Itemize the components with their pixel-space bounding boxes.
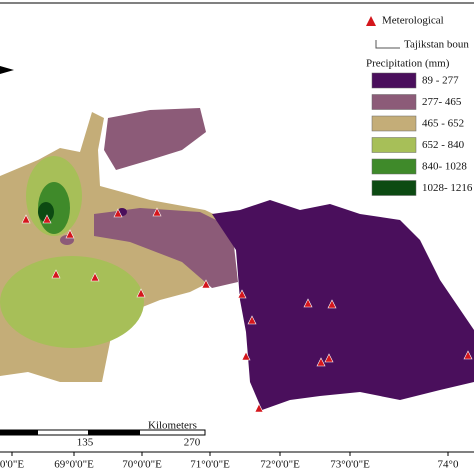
legend-class-label: 277- 465	[422, 96, 462, 108]
legend-swatch	[371, 137, 417, 153]
legend-boundary-label: Tajikstan boun	[404, 39, 469, 51]
legend-station-label: Meterological	[382, 15, 444, 27]
stations	[21, 207, 473, 413]
longitude-label: 69°0'0"E	[54, 459, 94, 471]
legend-swatch	[371, 72, 417, 89]
legend-class-label: 1028- 1216	[422, 182, 473, 194]
station-marker	[51, 269, 61, 279]
station-marker	[463, 350, 473, 360]
station-marker	[21, 214, 31, 224]
legend: Meterological Tajikstan boun Precipitati…	[366, 15, 473, 196]
legend-class-label: 840- 1028	[422, 161, 467, 173]
station-marker	[303, 298, 313, 308]
region-1028-1216	[38, 202, 54, 222]
station-marker	[316, 357, 326, 367]
station-marker	[90, 272, 100, 282]
longitude-label: 0'0"E	[0, 459, 24, 471]
station-marker	[254, 403, 264, 413]
station-marker	[237, 289, 247, 299]
legend-class-label: 465 - 652	[422, 118, 464, 130]
station-marker	[42, 214, 52, 224]
scale-label: 270	[184, 437, 201, 449]
north-arrow	[0, 66, 14, 74]
station-marker	[247, 315, 257, 325]
station-marker	[65, 229, 75, 239]
legend-swatch	[371, 115, 417, 132]
scale-bar: Kilometers 135 270	[0, 420, 206, 449]
station-marker	[136, 288, 146, 298]
longitude-label: 73°0'0"E	[330, 459, 370, 471]
legend-class-label: 89 - 277	[422, 75, 459, 87]
legend-swatch	[371, 158, 417, 175]
longitude-label: 72°0'0"E	[260, 459, 300, 471]
longitude-label: 74°0	[438, 459, 459, 471]
map-regions	[0, 108, 474, 410]
legend-boundary-symbol	[375, 40, 400, 49]
station-marker	[113, 208, 123, 218]
scale-bar-segment	[0, 430, 38, 435]
station-marker	[327, 299, 337, 309]
region-north-277-465	[104, 108, 206, 170]
station-marker	[152, 207, 162, 217]
longitude-label: 71°0'0"E	[190, 459, 230, 471]
longitude-label: 70°0'0"E	[122, 459, 162, 471]
scale-bar-segment	[88, 430, 140, 435]
scale-title: Kilometers	[148, 420, 197, 432]
station-marker	[324, 353, 334, 363]
legend-swatch	[371, 94, 417, 110]
legend-class-label: 652 - 840	[422, 139, 465, 151]
station-marker	[241, 351, 251, 361]
region-652-840	[0, 256, 144, 348]
station-marker	[201, 279, 211, 289]
scale-label: 135	[77, 437, 94, 449]
legend-swatch	[371, 180, 417, 196]
legend-station-symbol	[366, 16, 376, 26]
legend-title: Precipitation (mm)	[366, 58, 450, 70]
region-89-277	[212, 200, 474, 410]
longitude-labels: 0'0"E 69°0'0"E 70°0'0"E 71°0'0"E 72°0'0"E 73°…	[0, 452, 459, 471]
region-middle-277-465	[94, 208, 238, 288]
